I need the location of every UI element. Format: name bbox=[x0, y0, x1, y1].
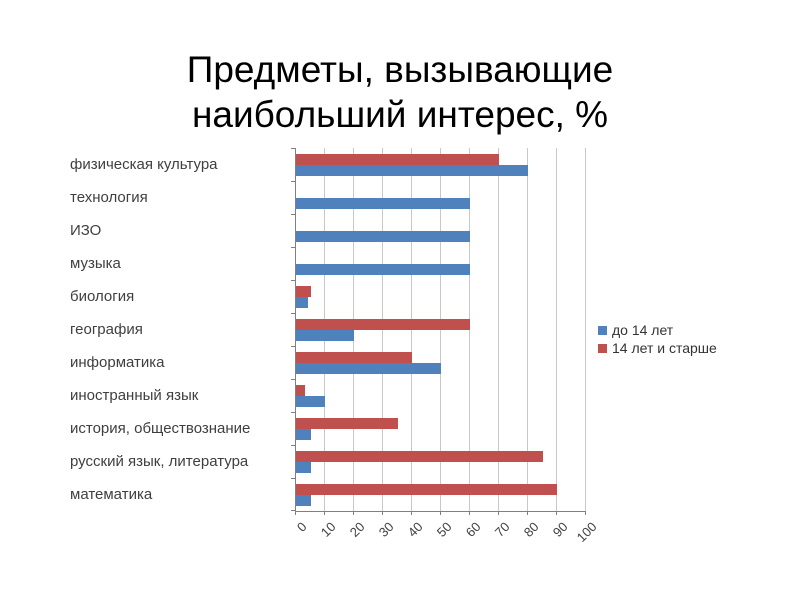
gridline bbox=[556, 148, 557, 511]
category-label: математика bbox=[70, 486, 153, 503]
category-label: география bbox=[70, 321, 143, 338]
category-axis-tick-mark bbox=[291, 379, 296, 380]
category-label: музыка bbox=[70, 255, 121, 272]
category-axis-labels: физическая культура технология ИЗО музыка би… bbox=[70, 148, 290, 511]
bar-14 лет и старше bbox=[296, 318, 470, 330]
legend-marker bbox=[598, 343, 607, 353]
gridline bbox=[469, 148, 470, 511]
category-label: физическая культура bbox=[70, 156, 218, 173]
x-axis-tick-label: 70 bbox=[491, 519, 513, 540]
bar-до 14 лет bbox=[296, 263, 470, 275]
x-axis-tick-label: 40 bbox=[404, 519, 426, 540]
category-axis-tick-mark bbox=[291, 313, 296, 314]
x-axis-tick-mark bbox=[556, 511, 557, 515]
legend-label: до 14 лет bbox=[612, 322, 674, 338]
category-label: история, обществознание bbox=[70, 420, 251, 437]
category-axis-tick-mark bbox=[291, 510, 296, 511]
plot-area bbox=[291, 148, 586, 515]
x-axis-tick-mark bbox=[324, 511, 325, 515]
gridline bbox=[382, 148, 383, 511]
x-axis-tick-label: 0 bbox=[293, 519, 310, 535]
x-axis-tick-mark bbox=[585, 511, 586, 515]
bar-до 14 лет bbox=[296, 395, 325, 407]
category-axis-tick-mark bbox=[291, 214, 296, 215]
legend-entry: 14 лет и старше bbox=[598, 340, 717, 356]
legend-label: 14 лет и старше bbox=[612, 340, 717, 356]
x-axis-tick-label: 30 bbox=[375, 519, 397, 540]
x-axis-tick-label: 10 bbox=[317, 519, 339, 540]
x-axis-tick-mark bbox=[469, 511, 470, 515]
category-axis-tick-mark bbox=[291, 181, 296, 182]
x-axis-tick-label: 80 bbox=[520, 519, 542, 540]
gridline bbox=[527, 148, 528, 511]
bar-14 лет и старше bbox=[296, 351, 412, 363]
legend: до 14 лет 14 лет и старше bbox=[598, 320, 717, 358]
bar-до 14 лет bbox=[296, 230, 470, 242]
chart-title: Предметы, вызывающие наибольший интерес,… bbox=[0, 47, 800, 137]
category-label: технология bbox=[70, 189, 148, 206]
bar-до 14 лет bbox=[296, 461, 311, 473]
x-axis-tick-mark bbox=[527, 511, 528, 515]
category-label: ИЗО bbox=[70, 222, 102, 239]
legend-entry: до 14 лет bbox=[598, 322, 717, 338]
gridline bbox=[440, 148, 441, 511]
chart-title-line1: Предметы, вызывающие bbox=[186, 48, 614, 90]
bar-до 14 лет bbox=[296, 329, 354, 341]
category-label: биология bbox=[70, 288, 135, 305]
x-axis-tick-label: 90 bbox=[549, 519, 571, 540]
bar-14 лет и старше bbox=[296, 483, 557, 495]
gridline bbox=[411, 148, 412, 511]
bar-до 14 лет bbox=[296, 296, 308, 308]
category-label: информатика bbox=[70, 354, 165, 371]
bar-14 лет и старше bbox=[296, 450, 543, 462]
bar-14 лет и старше bbox=[296, 417, 398, 429]
x-axis-tick-labels: 0 10 20 30 40 50 60 70 80 90 100 bbox=[293, 519, 600, 569]
x-axis-tick-label: 100 bbox=[573, 519, 600, 545]
x-axis-tick-mark bbox=[353, 511, 354, 515]
category-label: иностранный язык bbox=[70, 387, 199, 404]
gridline bbox=[585, 148, 586, 511]
gridline bbox=[498, 148, 499, 511]
legend-marker bbox=[598, 325, 607, 335]
x-axis-tick-mark bbox=[295, 511, 296, 515]
x-axis-tick-mark bbox=[411, 511, 412, 515]
bar-14 лет и старше bbox=[296, 153, 499, 165]
bar-14 лет и старше bbox=[296, 285, 311, 297]
x-axis-tick-label: 50 bbox=[433, 519, 455, 540]
x-axis-tick-label: 20 bbox=[346, 519, 368, 540]
category-label: русский язык, литература bbox=[70, 453, 249, 470]
category-axis-tick-mark bbox=[291, 280, 296, 281]
category-axis-tick-mark bbox=[291, 148, 296, 149]
category-axis-tick-mark bbox=[291, 247, 296, 248]
bar-14 лет и старше bbox=[296, 384, 305, 396]
bar-до 14 лет bbox=[296, 428, 311, 440]
chart-title-line2: наибольший интерес, % bbox=[191, 93, 609, 135]
category-axis-tick-mark bbox=[291, 346, 296, 347]
x-axis-tick-label: 60 bbox=[462, 519, 484, 540]
x-axis-tick-mark bbox=[498, 511, 499, 515]
bar-до 14 лет bbox=[296, 197, 470, 209]
x-axis-tick-mark bbox=[440, 511, 441, 515]
bar-до 14 лет bbox=[296, 494, 311, 506]
bar-до 14 лет bbox=[296, 164, 528, 176]
category-axis-tick-mark bbox=[291, 412, 296, 413]
x-axis-tick-mark bbox=[382, 511, 383, 515]
bar-до 14 лет bbox=[296, 362, 441, 374]
category-axis-tick-mark bbox=[291, 478, 296, 479]
category-axis-tick-mark bbox=[291, 445, 296, 446]
